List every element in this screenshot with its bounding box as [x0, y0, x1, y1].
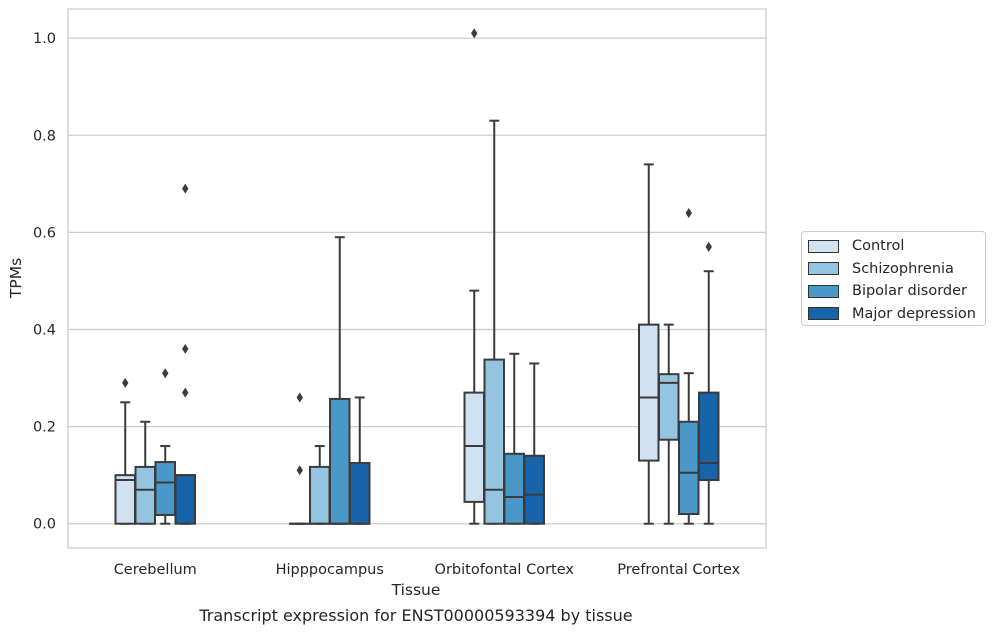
outlier-point: [705, 241, 712, 252]
box-element: [698, 241, 720, 525]
legend: Control Schizophrenia Bipolar disorder Majo…: [801, 231, 986, 326]
grid-lines: [68, 37, 766, 525]
box-iqr: [698, 391, 720, 482]
box-element: [114, 377, 136, 525]
outlier-point: [122, 377, 129, 388]
box-element: [463, 28, 485, 525]
outlier-point: [182, 183, 189, 194]
outlier-point: [182, 387, 189, 398]
box-element: [349, 396, 371, 525]
x-axis-label: Tissue: [391, 581, 441, 599]
box-element: [134, 420, 156, 525]
legend-swatch: [808, 284, 839, 298]
box-iqr: [483, 358, 505, 525]
y-tick-label: 1.0: [33, 31, 56, 47]
series-control: [114, 28, 660, 525]
outlier-point: [471, 28, 478, 39]
box-iqr: [329, 397, 351, 525]
y-tick-label: 0.2: [33, 420, 56, 436]
legend-item: Schizophrenia: [808, 258, 985, 281]
box-element: [309, 445, 331, 525]
y-tick-label: 0.0: [33, 517, 56, 533]
outlier-point: [296, 392, 303, 403]
box-element: [329, 236, 351, 525]
box-element: [523, 362, 545, 525]
y-axis-ticks: 0.0 0.2 0.4 0.6 0.8 1.0: [33, 31, 56, 533]
box-plot-series: [114, 28, 720, 525]
box-iqr: [658, 373, 680, 441]
box-iqr: [678, 420, 700, 516]
legend-label: Major depression: [852, 305, 976, 322]
box-element: [289, 392, 311, 525]
series-schizophrenia: [134, 119, 680, 525]
legend-label: Bipolar disorder: [852, 283, 967, 300]
box-element: [658, 323, 680, 525]
legend-item: Control: [808, 235, 985, 258]
box-element: [503, 352, 525, 525]
box-iqr: [463, 391, 485, 503]
legend-label: Control: [852, 238, 905, 255]
series-major-depression: [174, 183, 720, 525]
legend-swatch: [808, 239, 839, 253]
legend-item: Bipolar disorder: [808, 280, 985, 303]
x-axis-ticks: Cerebellum Hipppocampus Orbitofontal Corte…: [114, 562, 741, 578]
legend-swatch: [808, 307, 839, 321]
x-tick-label: Cerebellum: [114, 562, 197, 578]
y-tick-label: 0.6: [33, 225, 56, 241]
x-tick-label: Orbitofontal Cortex: [435, 562, 575, 578]
box-element: [154, 368, 176, 525]
box-iqr: [114, 474, 136, 525]
box-iqr: [134, 465, 156, 525]
y-tick-label: 0.8: [33, 128, 56, 144]
box-element: [174, 183, 196, 525]
box-iqr: [154, 461, 176, 516]
outlier-point: [182, 343, 189, 354]
outlier-point: [296, 465, 303, 476]
y-axis-label: TPMs: [7, 258, 25, 299]
x-tick-label: Prefrontal Cortex: [617, 562, 740, 578]
plot-frame: [67, 8, 767, 549]
legend-label: Schizophrenia: [852, 260, 954, 277]
legend-swatch: [808, 262, 839, 276]
series-bipolar-disorder: [154, 207, 700, 525]
box-element: [483, 119, 505, 525]
box-iqr: [503, 452, 525, 525]
box-iqr: [638, 323, 660, 462]
box-iqr: [349, 462, 371, 525]
chart-caption: Transcript expression for ENST0000059339…: [199, 606, 633, 625]
y-tick-label: 0.4: [33, 322, 56, 338]
legend-item: Major depression: [808, 303, 985, 326]
box-element: [638, 163, 660, 525]
box-iqr: [309, 465, 331, 525]
box-iqr: [174, 474, 196, 525]
x-tick-label: Hipppocampus: [276, 562, 384, 578]
box-element: [678, 207, 700, 525]
outlier-point: [685, 207, 692, 218]
box-iqr: [523, 454, 545, 525]
outlier-point: [162, 368, 169, 379]
